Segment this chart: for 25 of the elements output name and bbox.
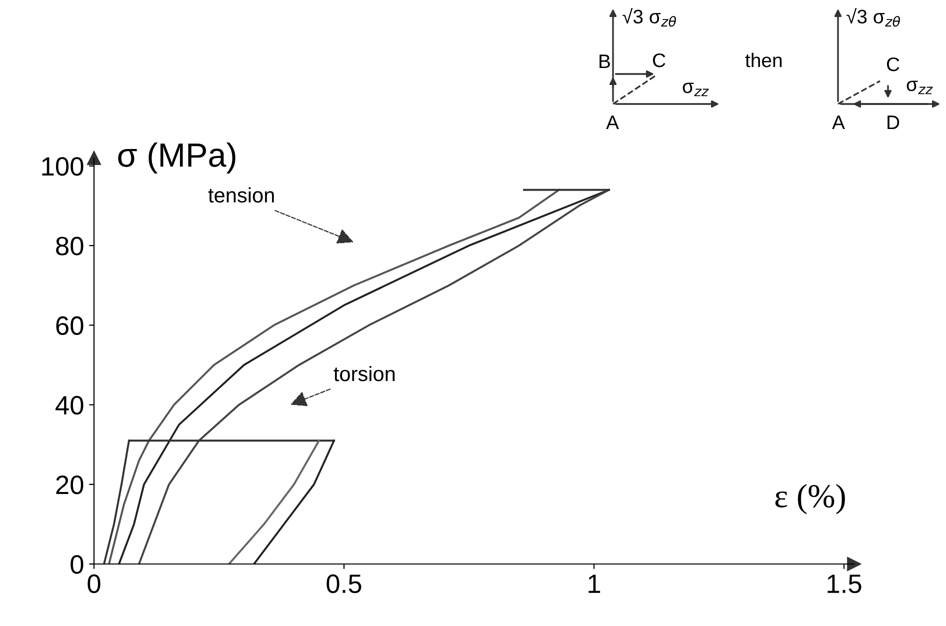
text: B [600,54,610,68]
y-tick-label: 60 [56,316,84,335]
text: C [886,57,900,72]
annotation: tension [208,187,274,203]
text: then [745,52,782,68]
y-tick-label: 100 [42,157,84,176]
text: D [888,116,900,130]
x-tick-label: 1.5 [828,574,862,594]
y-tick-label: 40 [56,396,84,415]
text: √3 σ$_{zθ}$ [622,8,676,27]
text: √3 σ$_{zθ}$ [846,8,900,27]
y-tick-label: 80 [56,236,84,256]
y-tick-label: 20 [56,476,84,494]
text: A [832,116,845,130]
text: A [606,116,619,130]
y-tick-label: 0 [70,555,84,574]
text: σ$_{zz}$ [906,80,933,94]
x-tick-label: 0.5 [326,574,362,594]
x-axis-title: ε (%) [775,484,845,514]
x-tick-label: 1 [588,574,600,593]
text: σ$_{zz}$ [682,82,709,96]
x-tick-label: 0 [88,574,100,594]
y-axis-title: σ (MPa) [118,142,236,174]
text: C [652,53,666,68]
annotation: torsion [334,366,395,382]
